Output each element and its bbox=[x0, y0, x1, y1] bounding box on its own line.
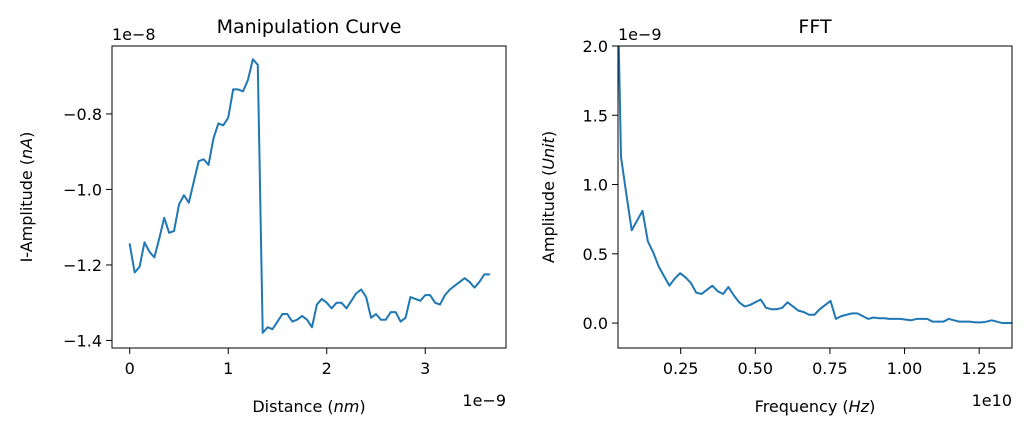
manipulation-curve-chart: Manipulation Curve 1e−8 0 1 2 3 −1.4 −1.2 −1.0… bbox=[17, 16, 507, 416]
y-tick-label: −1.2 bbox=[63, 256, 102, 275]
y-tick-label: 2.0 bbox=[583, 37, 608, 56]
y-tick-label: 0.0 bbox=[583, 314, 608, 333]
x-tick-label: 0.50 bbox=[737, 359, 773, 378]
fft-chart: FFT 1e−9 0.25 0.50 0.75 1.00 1.25 0.0 0.5 1.0 1.… bbox=[539, 16, 1013, 416]
y-tick-label: −1.0 bbox=[63, 180, 102, 199]
x-tick-label: 3 bbox=[420, 359, 430, 378]
x-offset-label: 1e−9 bbox=[462, 391, 506, 410]
plot-frame bbox=[111, 45, 507, 349]
x-tick-label: 2 bbox=[322, 359, 332, 378]
series-line bbox=[128, 58, 491, 334]
x-tick-label: 1.00 bbox=[887, 359, 923, 378]
x-tick-label: 0.75 bbox=[812, 359, 848, 378]
y-offset-label: 1e−8 bbox=[112, 25, 156, 44]
y-tick-label: −1.4 bbox=[63, 331, 102, 350]
x-tick-label: 0 bbox=[125, 359, 135, 378]
x-tick-label: 0.25 bbox=[663, 359, 699, 378]
series-line bbox=[618, 46, 1012, 325]
x-axis-label: Distance (nm) bbox=[252, 397, 365, 416]
x-axis-label: Frequency (Hz) bbox=[755, 397, 876, 416]
tick-group: 0 1 2 3 −1.4 −1.2 −1.0 −0.8 bbox=[63, 105, 430, 378]
y-tick-label: −0.8 bbox=[63, 105, 102, 124]
y-tick-label: 0.5 bbox=[583, 245, 608, 264]
y-axis-label: I-Amplitude (nA) bbox=[17, 132, 36, 263]
chart-title: Manipulation Curve bbox=[217, 16, 402, 38]
x-tick-label: 1 bbox=[223, 359, 233, 378]
x-offset-label: 1e10 bbox=[972, 391, 1012, 410]
tick-group: 0.25 0.50 0.75 1.00 1.25 0.0 0.5 1.0 1.5 2.0 bbox=[583, 37, 997, 378]
chart-title: FFT bbox=[798, 16, 832, 38]
plot-frame bbox=[617, 45, 1013, 349]
x-tick-label: 1.25 bbox=[961, 359, 997, 378]
y-tick-label: 1.5 bbox=[583, 106, 608, 125]
y-tick-label: 1.0 bbox=[583, 176, 608, 195]
y-axis-label: Amplitude (Unit) bbox=[539, 131, 558, 263]
y-offset-label: 1e−9 bbox=[618, 25, 662, 44]
